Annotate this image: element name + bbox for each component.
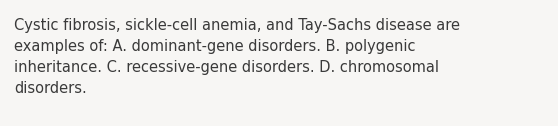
Text: disorders.: disorders. xyxy=(14,81,86,96)
Text: Cystic fibrosis, sickle-cell anemia, and Tay-Sachs disease are: Cystic fibrosis, sickle-cell anemia, and… xyxy=(14,18,460,33)
Text: inheritance. C. recessive-gene disorders. D. chromosomal: inheritance. C. recessive-gene disorders… xyxy=(14,60,439,75)
Text: examples of: A. dominant-gene disorders. B. polygenic: examples of: A. dominant-gene disorders.… xyxy=(14,39,416,54)
